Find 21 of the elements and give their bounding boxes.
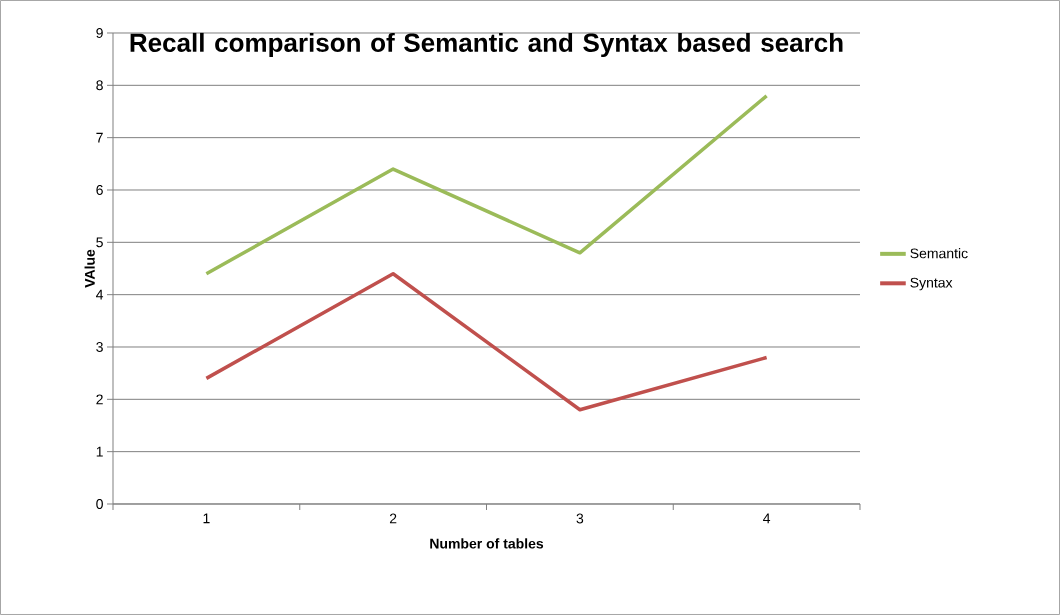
y-tick-label: 5 xyxy=(96,237,103,248)
x-tick-label: 3 xyxy=(576,513,584,524)
line-series xyxy=(204,271,769,412)
y-tick-label: 0 xyxy=(96,499,103,509)
y-tick-label: 4 xyxy=(96,289,104,300)
y-tick-label: 6 xyxy=(96,185,103,195)
y-tick-label: 3 xyxy=(96,342,103,352)
y-tick-label: 9 xyxy=(96,28,103,38)
x-tick-label: 2 xyxy=(389,513,397,524)
y-tick-label: 8 xyxy=(96,80,103,91)
y-tick-label: 1 xyxy=(96,446,103,457)
legend-label: Semantic xyxy=(910,248,968,259)
x-tick-label: 4 xyxy=(763,513,771,524)
line-series xyxy=(204,94,769,276)
y-tick-label: 7 xyxy=(96,132,103,143)
legend-label: Syntax xyxy=(910,277,953,291)
y-axis-title: VAlue xyxy=(84,249,95,288)
y-tick-label: 2 xyxy=(96,394,103,405)
chart-title: Recall comparison of Semantic and Syntax based search xyxy=(130,32,843,58)
x-axis-title: Number of tables xyxy=(430,538,544,549)
x-tick-label: 1 xyxy=(203,513,210,524)
